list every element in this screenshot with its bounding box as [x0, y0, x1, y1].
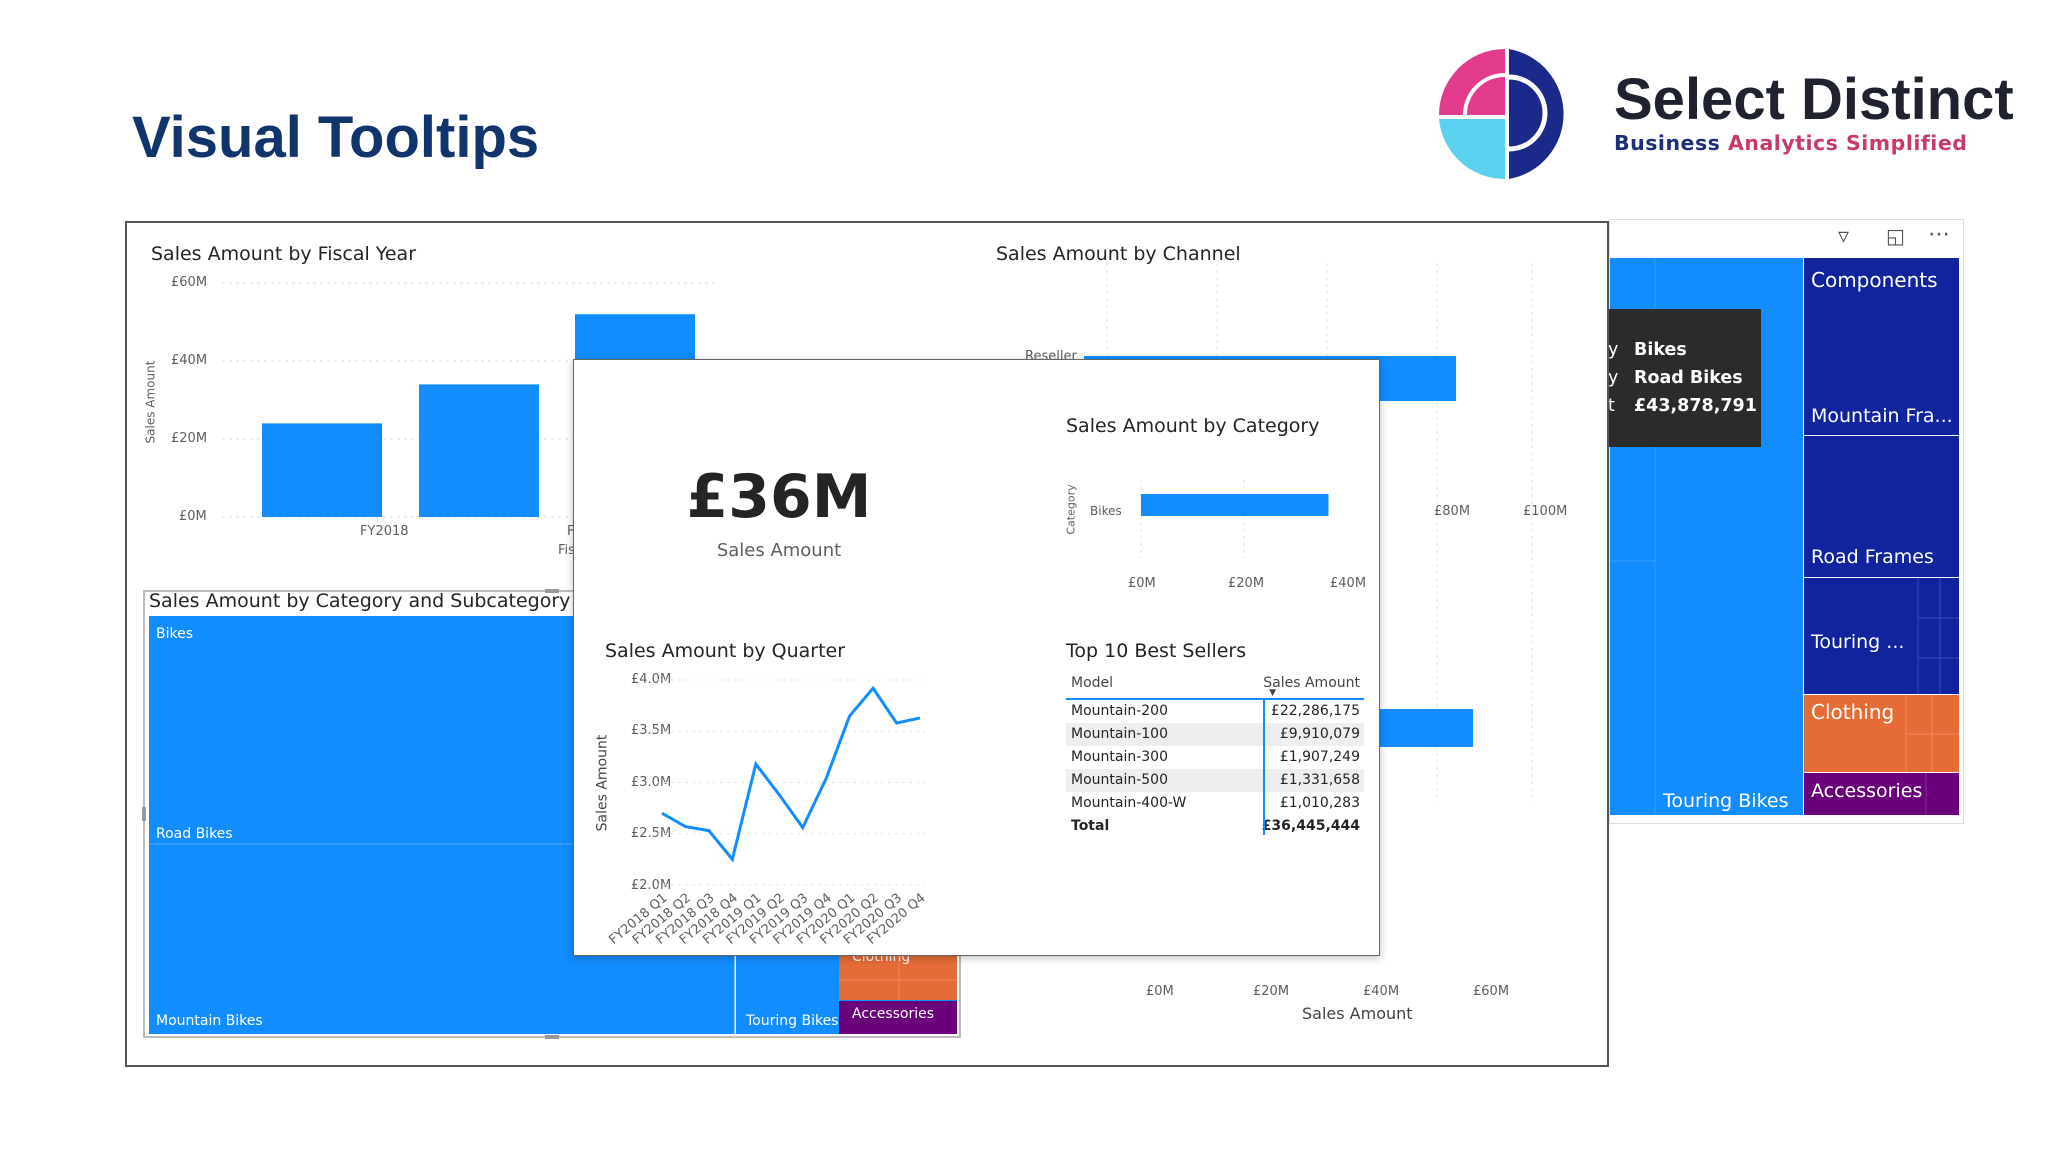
cell-sales-amount: £36,445,444	[1261, 818, 1360, 834]
channel-xtick-40: £40M	[1363, 984, 1400, 999]
table-row[interactable]: Mountain-100 £9,910,079	[1066, 723, 1364, 746]
quarter-line	[661, 685, 921, 863]
cell-sales-amount: £22,286,175	[1270, 703, 1360, 719]
focus-mode-icon[interactable]: ◱	[1886, 224, 1905, 248]
resize-handle-bottom[interactable]	[545, 1035, 559, 1039]
treemap-title: Sales Amount by Category and Subcategory	[149, 590, 571, 612]
back-treemap-label-mountain-frames: Mountain Fra...	[1811, 405, 1953, 427]
fiscal-ytick-40: £40M	[171, 353, 208, 368]
card-value: £36M	[686, 462, 872, 532]
treemap-label-bikes: Bikes	[156, 626, 194, 642]
cell-model: Mountain-500	[1071, 772, 1168, 788]
cell-sales-amount: £1,331,658	[1279, 772, 1360, 788]
resize-handle-top[interactable]	[545, 589, 559, 593]
category-bar-bikes	[1141, 494, 1329, 516]
hover-tooltip-category: Bikes	[1634, 340, 1687, 360]
category-label-bikes: Bikes	[1090, 504, 1122, 518]
cell-sales-amount: £1,010,283	[1279, 795, 1360, 811]
cell-model: Mountain-200	[1071, 703, 1168, 719]
fiscal-xlabel-fy2018: FY2018	[360, 524, 409, 539]
table-row[interactable]: Mountain-400-W £1,010,283	[1066, 792, 1364, 815]
brand-tagline: Business Analytics Simplified	[1614, 131, 1968, 155]
brand-name: Select Distinct	[1614, 67, 2014, 132]
cell-model: Mountain-400-W	[1071, 795, 1187, 811]
hover-tooltip-subcategory: Road Bikes	[1634, 368, 1743, 388]
hover-tooltip-prefix-3: t	[1608, 396, 1615, 416]
report-page-tooltip: £36M Sales Amount Sales Amount by Catego…	[573, 359, 1380, 956]
treemap-label-road-bikes: Road Bikes	[156, 826, 233, 842]
quarter-ytick-2.5: £2.5M	[631, 826, 672, 841]
fiscal-xlabel-partial-1: F	[567, 524, 575, 539]
back-treemap-label-road-frames: Road Frames	[1811, 546, 1934, 568]
back-treemap-label-clothing: Clothing	[1811, 700, 1895, 724]
table-row[interactable]: Mountain-500 £1,331,658	[1066, 769, 1364, 792]
more-options-icon[interactable]: ⋯	[1928, 222, 1950, 247]
quarter-ytick-4.0: £4.0M	[631, 672, 672, 687]
channel-xtick-60: £60M	[1473, 984, 1510, 999]
back-treemap-label-components: Components	[1811, 268, 1938, 292]
filter-icon[interactable]: ▿	[1838, 224, 1850, 249]
channel-xtick-0: £0M	[1146, 984, 1174, 999]
channel-xtick-20: £20M	[1253, 984, 1290, 999]
hover-tooltip: y Bikes y Road Bikes t £43,878,791	[1608, 309, 1761, 447]
best-sellers-title: Top 10 Best Sellers	[1066, 640, 1247, 662]
channel-xtick-80: £80M	[1434, 504, 1471, 519]
channel-xlabel: Sales Amount	[1302, 1004, 1413, 1023]
fiscal-ytick-60: £60M	[171, 275, 208, 290]
fiscal-ytick-0: £0M	[179, 509, 207, 524]
sort-desc-icon: ▼	[1269, 688, 1276, 698]
treemap-label-touring-bikes: Touring Bikes	[746, 1013, 839, 1029]
cell-sales-amount: £9,910,079	[1279, 726, 1360, 742]
cell-model: Mountain-300	[1071, 749, 1168, 765]
table-total-row[interactable]: Total £36,445,444	[1066, 815, 1364, 838]
fiscal-chart-title: Sales Amount by Fiscal Year	[151, 243, 417, 265]
back-treemap-label-touring-bikes: Touring Bikes	[1663, 790, 1789, 812]
column-divider	[1263, 698, 1265, 835]
cell-sales-amount: £1,907,249	[1279, 749, 1360, 765]
best-sellers-rows: Mountain-200 £22,286,175 Mountain-100 £9,91…	[1066, 700, 1364, 838]
category-chart-plot	[1140, 480, 1329, 558]
fiscal-bar-fy2018	[262, 423, 382, 517]
category-chart-title: Sales Amount by Category	[1066, 415, 1320, 437]
best-sellers-table: Model Sales Amount ▼ Mountain-200 £22,286…	[1066, 672, 1364, 838]
column-header-model[interactable]: Model	[1071, 675, 1114, 691]
category-xtick-20: £20M	[1228, 576, 1265, 591]
treemap-label-mountain-bikes: Mountain Bikes	[156, 1013, 263, 1029]
cell-model: Mountain-100	[1071, 726, 1168, 742]
channel-chart-title: Sales Amount by Channel	[996, 243, 1241, 265]
select-distinct-logo	[1439, 49, 1564, 180]
column-header-sales-amount[interactable]: Sales Amount	[1263, 675, 1360, 691]
fiscal-ytick-20: £20M	[171, 431, 208, 446]
quarter-ytick-3.0: £3.0M	[631, 775, 672, 790]
slide-title: Visual Tooltips	[132, 105, 540, 170]
back-treemap-label-touring: Touring ...	[1811, 631, 1905, 653]
hover-tooltip-prefix-2: y	[1608, 368, 1619, 388]
table-row[interactable]: Mountain-200 £22,286,175	[1066, 700, 1364, 723]
resize-handle-left[interactable]	[142, 807, 146, 821]
treemap-label-accessories: Accessories	[852, 1006, 935, 1022]
back-treemap-label-accessories: Accessories	[1811, 780, 1923, 802]
hover-tooltip-prefix-1: y	[1608, 340, 1619, 360]
cell-model: Total	[1071, 818, 1110, 834]
quarter-chart-title: Sales Amount by Quarter	[605, 640, 846, 662]
quarter-ytick-3.5: £3.5M	[631, 723, 672, 738]
fiscal-bar-fy2019	[419, 384, 539, 517]
card-label: Sales Amount	[716, 540, 842, 561]
category-xtick-40: £40M	[1330, 576, 1367, 591]
table-row[interactable]: Mountain-300 £1,907,249	[1066, 746, 1364, 769]
hover-tooltip-value: £43,878,791	[1634, 396, 1757, 416]
category-xtick-0: £0M	[1128, 576, 1156, 591]
channel-xtick-100: £100M	[1523, 504, 1568, 519]
quarter-ytick-2.0: £2.0M	[631, 878, 672, 893]
fiscal-xlabel-partial-2: Fis	[558, 543, 575, 558]
category-chart-ylabel: Category	[1064, 484, 1078, 535]
